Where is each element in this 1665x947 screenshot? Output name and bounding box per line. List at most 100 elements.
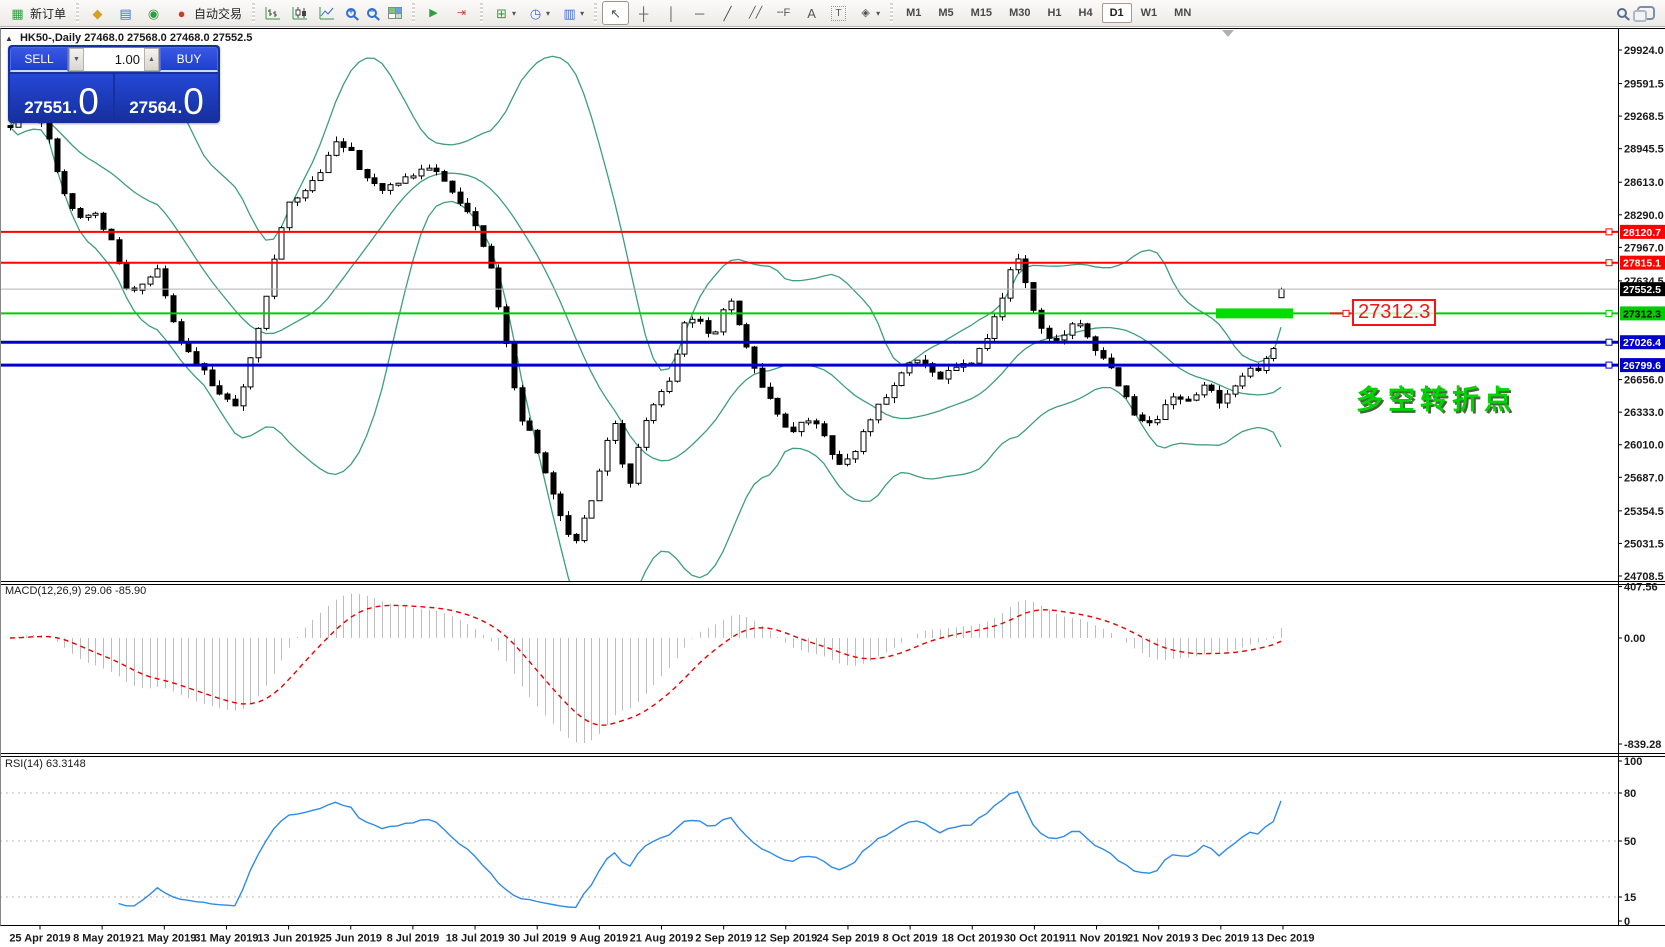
candlestick-chart-button[interactable] xyxy=(287,1,313,25)
data-window-button[interactable]: ▤ xyxy=(112,1,139,25)
profiles-button[interactable]: ◆ xyxy=(84,1,111,25)
line-handle[interactable] xyxy=(1605,338,1613,346)
new-order-button[interactable]: ▦ 新订单 xyxy=(4,1,71,25)
zoom-out-icon: − xyxy=(367,6,378,18)
arrows-icon: ◈ xyxy=(861,6,870,19)
date-label: 2 Sep 2019 xyxy=(695,933,752,945)
bar-chart-icon xyxy=(265,7,281,20)
timeframe-button-h1[interactable]: H1 xyxy=(1047,7,1062,19)
chart-symbol-period: HK50-,Daily xyxy=(19,32,82,44)
periods-button[interactable]: ◷ ▾ xyxy=(522,1,555,25)
svg-text:407.56: 407.56 xyxy=(1624,582,1658,594)
timeframe-button-m5[interactable]: M5 xyxy=(938,7,954,19)
svg-text:27026.4: 27026.4 xyxy=(1623,337,1661,349)
bollinger-bands xyxy=(9,55,1282,581)
flag-anchor-handle[interactable] xyxy=(1342,309,1350,317)
timeframe-button-m30[interactable]: M30 xyxy=(1009,7,1031,19)
date-label: 12 Sep 2019 xyxy=(754,933,817,945)
volume-input[interactable]: 1.00 xyxy=(114,52,140,67)
horizontal-level-lines[interactable] xyxy=(0,228,1618,369)
one-click-trading-panel: SELL ▼ 1.00 ▲ BUY 27551 . 0 27564 . 0 xyxy=(8,45,220,123)
crosshair-icon: ┼ xyxy=(638,5,649,21)
line-handle[interactable] xyxy=(1605,309,1613,317)
timeframe-group: M1 M5 M15 M30 H1 H4 D1 W1 MN xyxy=(898,3,1199,23)
bar-chart-button[interactable] xyxy=(260,1,286,25)
autotrading-button[interactable]: ● 自动交易 xyxy=(168,1,247,25)
data-window-icon: ▤ xyxy=(119,5,132,21)
buy-price[interactable]: 27564 . 0 xyxy=(115,74,218,121)
templates-button[interactable]: ▥ ▾ xyxy=(556,1,589,25)
chart-shift-button[interactable]: ⇥ xyxy=(448,1,475,25)
timeframe-button-h4[interactable]: H4 xyxy=(1078,7,1093,19)
horizontal-line-icon: ─ xyxy=(694,5,705,21)
auto-scroll-icon: ▶ xyxy=(429,6,438,19)
auto-scroll-button[interactable]: ▶ xyxy=(420,1,447,25)
svg-text:-839.28: -839.28 xyxy=(1624,739,1661,751)
svg-text:0: 0 xyxy=(1624,916,1630,928)
autotrading-label: 自动交易 xyxy=(194,6,243,21)
date-label: 18 Oct 2019 xyxy=(942,933,1003,945)
horizontal-line-button[interactable]: ─ xyxy=(686,1,713,25)
chart-shift-marker[interactable] xyxy=(1222,30,1234,37)
template-icon: ▥ xyxy=(563,5,576,21)
highlighted-trend-segment[interactable] xyxy=(1216,308,1293,319)
svg-text:27815.1: 27815.1 xyxy=(1623,258,1661,270)
date-label: 8 Jul 2019 xyxy=(387,933,440,945)
chat-icon[interactable] xyxy=(1633,6,1655,22)
svg-text:28120.7: 28120.7 xyxy=(1623,227,1661,239)
line-handle[interactable] xyxy=(1605,361,1613,369)
macd-pane xyxy=(9,593,1282,743)
cursor-button[interactable]: ↖ xyxy=(602,1,630,25)
vertical-line-button[interactable]: │ xyxy=(658,1,685,25)
timeframe-button-mn[interactable]: MN xyxy=(1174,7,1192,19)
text-button[interactable]: A xyxy=(798,1,825,25)
timeframe-button-m1[interactable]: M1 xyxy=(906,7,922,19)
timeframe-button-d1[interactable]: D1 xyxy=(1101,3,1132,23)
volume-increase-button[interactable]: ▲ xyxy=(144,48,159,71)
price-axis[interactable]: 29924.0 29591.5 29268.5 28945.5 28613.0 28290… xyxy=(1618,45,1665,928)
sell-button[interactable]: SELL xyxy=(10,47,68,72)
svg-text:25354.5: 25354.5 xyxy=(1624,506,1664,518)
zoom-in-button[interactable]: + xyxy=(341,1,361,25)
turning-point-annotation[interactable]: 多空转折点 xyxy=(1356,385,1516,415)
price-flag-label[interactable]: 27312.3 xyxy=(1352,299,1437,326)
date-label: 25 Jun 2019 xyxy=(320,933,382,945)
line-chart-button[interactable] xyxy=(314,1,340,25)
line-handle[interactable] xyxy=(1605,259,1613,267)
sell-price[interactable]: 27551 . 0 xyxy=(10,74,113,121)
collapse-icon[interactable]: ▲ xyxy=(5,34,13,43)
volume-decrease-button[interactable]: ▼ xyxy=(69,48,84,71)
dropdown-arrow-icon: ▾ xyxy=(876,8,881,18)
svg-text:29924.0: 29924.0 xyxy=(1624,45,1664,57)
search-icon[interactable] xyxy=(1617,8,1627,18)
rsi-pane xyxy=(0,790,1618,909)
new-chart-button[interactable]: ⊞ ▾ xyxy=(488,1,521,25)
line-handle[interactable] xyxy=(1605,228,1613,236)
zoom-out-button[interactable]: − xyxy=(362,1,382,25)
fibonacci-icon: ╌F xyxy=(776,6,791,19)
svg-text:25687.0: 25687.0 xyxy=(1624,472,1664,484)
fibonacci-button[interactable]: ╌F xyxy=(770,1,797,25)
date-label: 21 Nov 2019 xyxy=(1127,933,1191,945)
crosshair-button[interactable]: ┼ xyxy=(630,1,657,25)
navigator-button[interactable]: ◉ xyxy=(140,1,167,25)
macd-label: MACD(12,26,9) 29.06 -85.90 xyxy=(5,585,147,597)
buy-button[interactable]: BUY xyxy=(160,47,218,72)
toolbar-separator xyxy=(76,3,80,23)
date-label: 3 Dec 2019 xyxy=(1192,933,1249,945)
new-chart-icon: ⊞ xyxy=(496,5,507,21)
text-label-icon: T xyxy=(831,5,847,21)
timeframe-button-w1[interactable]: W1 xyxy=(1140,7,1158,19)
equidistant-channel-button[interactable]: ╱╱ xyxy=(742,1,769,25)
trendline-button[interactable]: ╱ xyxy=(714,1,741,25)
tile-windows-button[interactable] xyxy=(383,1,407,25)
clock-icon: ◷ xyxy=(529,5,542,21)
date-label: 21 Aug 2019 xyxy=(630,933,694,945)
date-label: 9 Aug 2019 xyxy=(571,933,629,945)
candles xyxy=(7,108,1285,544)
text-label-button[interactable]: T xyxy=(826,1,851,25)
timeframe-button-m15[interactable]: M15 xyxy=(970,7,993,19)
arrows-button[interactable]: ◈ ▾ xyxy=(852,1,885,25)
